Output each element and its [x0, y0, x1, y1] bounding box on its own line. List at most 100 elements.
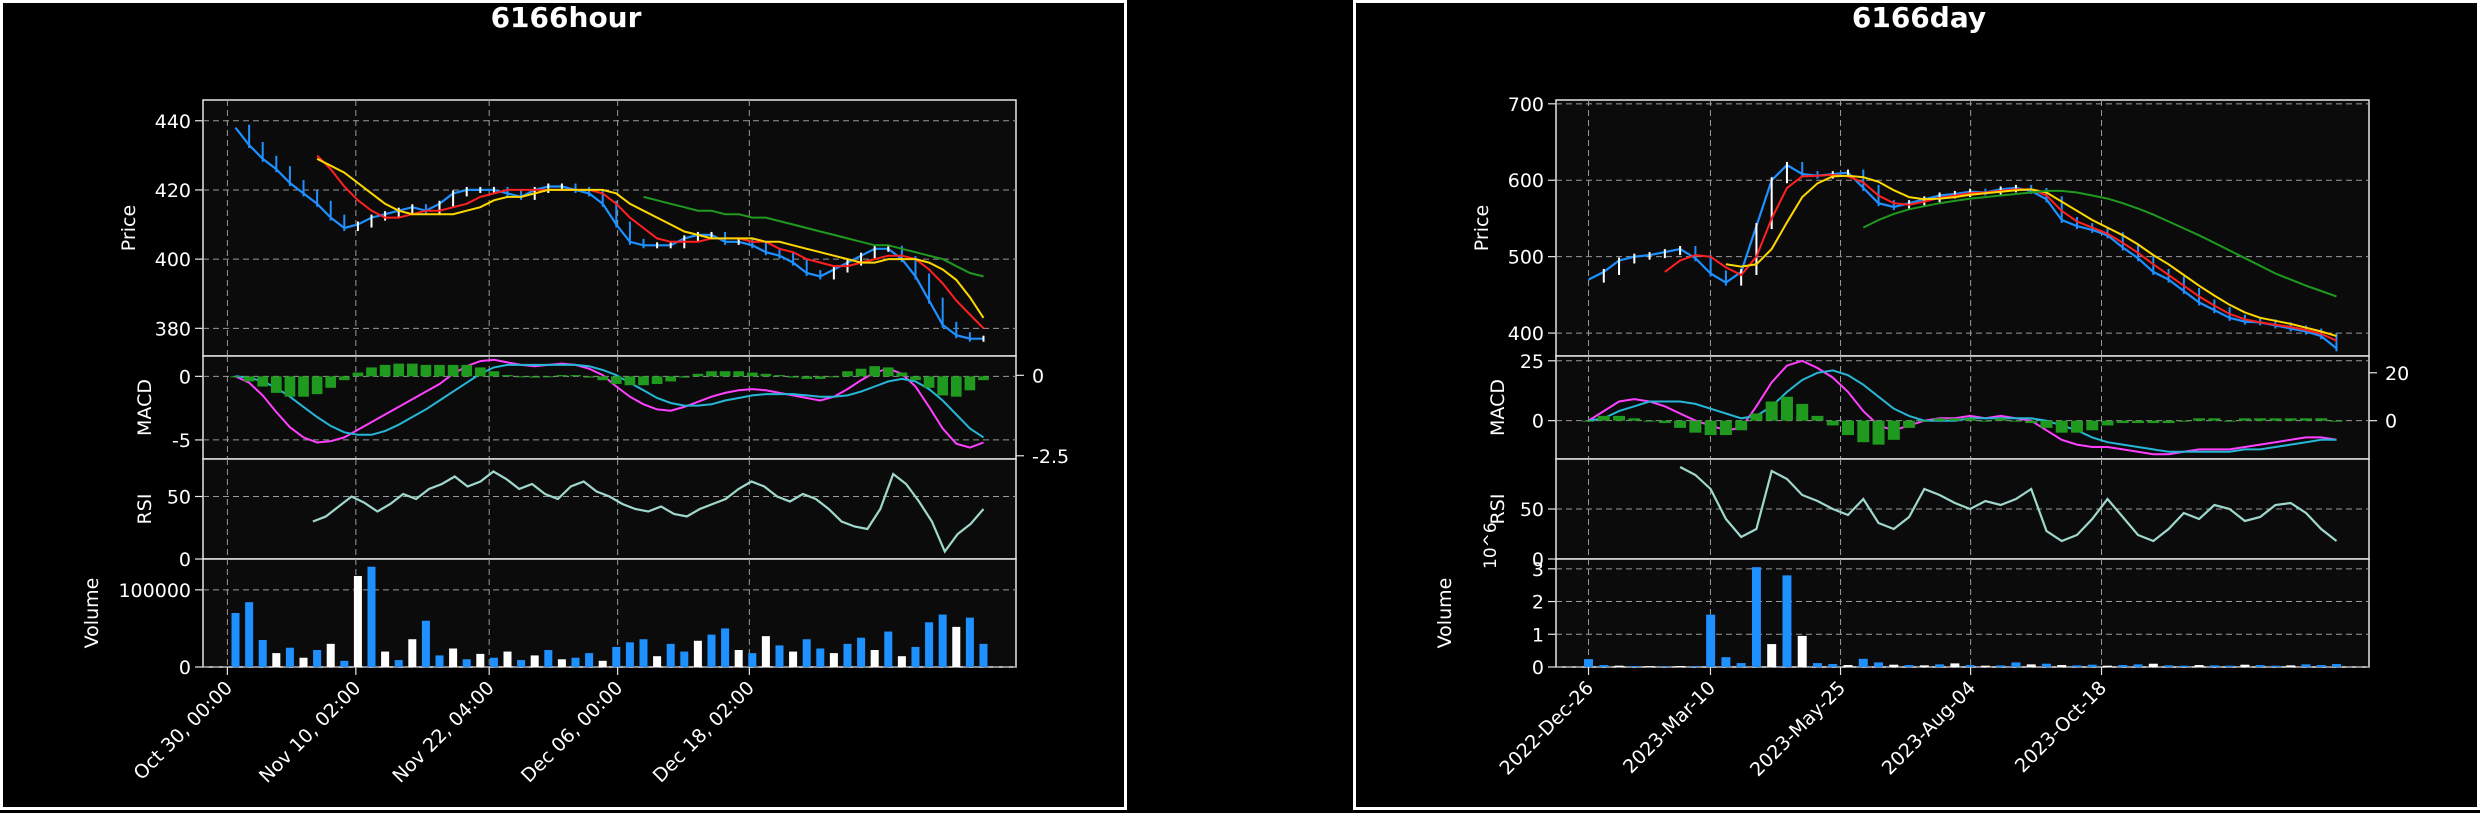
day-volume-bar [1629, 666, 1639, 667]
hour-rsi-ytick-label: 0 [179, 549, 191, 571]
hour-macd-hist-bar [447, 364, 459, 377]
day-price-close-line [1588, 163, 2338, 350]
day-macd-ylabel: MACD [1487, 379, 1509, 436]
hour-xtick-label: Dec 06, 00:00 [517, 677, 627, 787]
hour-volume-bar [272, 653, 281, 667]
hour-macd-hist-bar [230, 376, 241, 378]
day-volume-bar [1751, 567, 1761, 667]
hour-volume-frame [202, 558, 1017, 668]
day-macd-hist-bar [1796, 403, 1809, 421]
hour-macd-hist-bar [474, 367, 486, 377]
hour-rsi-rsi-line [312, 470, 985, 554]
day-macd-hist-bar [2177, 420, 2190, 422]
hour-macd-hist-bar [406, 363, 418, 377]
hour-macd-hist-bar [270, 376, 282, 393]
day-macd-hist-bar [2284, 418, 2297, 421]
day-volume-bar [1645, 666, 1655, 667]
day-volume-bar [1782, 575, 1792, 667]
hour-volume-bar [625, 642, 634, 667]
hour-volume-bar [952, 626, 961, 667]
day-volume-bar [1706, 614, 1716, 667]
day-macd-hist-bar [2025, 420, 2038, 424]
hour-macd-ytick-label: -5 [172, 430, 191, 452]
hour-macd-hist-bar [814, 376, 826, 379]
day-volume-bar [2225, 665, 2235, 667]
hour-macd-hist-bar [488, 371, 500, 377]
hour-macd-ytick-right-label: 0 [1032, 365, 1044, 387]
hour-xtick-label: Dec 18, 02:00 [649, 677, 759, 787]
hour-macd-hist-bar [325, 376, 337, 388]
hour-macd-hist-bar [583, 376, 595, 378]
hour-price-ytick-label: 420 [155, 180, 191, 202]
hour-volume-bar [530, 655, 539, 667]
day-price-ylabel: Price [1471, 205, 1493, 251]
day-macd-hist-bar [1643, 420, 1656, 422]
hour-macd-hist-bar [556, 375, 568, 377]
hour-macd-macd-line [235, 358, 984, 449]
day-macd-hist-bar [2315, 418, 2328, 421]
day-macd-hist-bar [1719, 420, 1732, 436]
hour-macd-hist-bar [434, 364, 445, 377]
day-volume-bar [1797, 635, 1807, 667]
hour-price-frame [202, 99, 1017, 357]
hour-volume-bar [258, 640, 267, 667]
day-volume-bar [1980, 665, 1990, 667]
day-rsi-rsi-line [1679, 466, 2338, 543]
hour-volume-bar [816, 648, 825, 667]
hour-price-ytick-label: 440 [155, 111, 191, 133]
day-price-ytick-label: 500 [1508, 247, 1544, 269]
hour-volume-bar [761, 636, 770, 667]
hour-volume-bar [353, 575, 362, 667]
hour-macd-hist-bar [502, 375, 513, 377]
day-macd-hist-bar [2223, 420, 2236, 422]
day-macd-hist-bar [1918, 420, 1931, 422]
hour-macd-hist-bar [910, 376, 921, 381]
hour-volume-bar [381, 651, 390, 667]
day-macd-hist-bar [1735, 420, 1748, 431]
hour-macd-hist-bar [937, 376, 949, 396]
day-macd-hist-bar [2299, 418, 2312, 421]
hour-macd-hist-bar [542, 376, 554, 378]
hour-macd-hist-bar [366, 367, 377, 377]
day-xtick-label: 2022-Dec-26 [1496, 677, 1599, 780]
hour-price-ytick-label: 380 [155, 318, 191, 340]
hour-price-ytick-label: 400 [155, 249, 191, 271]
day-price-ma_mid-line [1725, 174, 2337, 338]
day-volume-bar [1996, 665, 2006, 667]
hour-macd-hist-bar [379, 364, 391, 377]
hour-volume-bar [462, 659, 471, 667]
hour-price-close-line [234, 127, 984, 340]
hour-macd-hist-bar [665, 376, 677, 382]
hour-rsi-ylabel: RSI [134, 494, 156, 525]
hour-macd-hist-bar [461, 364, 473, 377]
hour-volume-bar [884, 631, 893, 667]
day-volume-offset-text: 10^6 [1481, 522, 1501, 569]
hour-volume-bar [721, 628, 730, 667]
hour-macd-hist-bar [338, 376, 350, 381]
hour-macd-hist-bar [243, 376, 255, 382]
day-macd-hist-bar [1857, 420, 1870, 443]
hour-volume-bar [857, 637, 866, 667]
hour-macd-hist-bar [515, 376, 527, 378]
hour-macd-hist-bar [869, 366, 881, 377]
day-volume-bar [1828, 664, 1838, 667]
hour-chart-title: 6166hour [491, 3, 642, 34]
hour-xtick-label: Nov 10, 02:00 [255, 677, 365, 787]
day-volume-bar [2331, 664, 2341, 667]
day-volume-bar [1675, 666, 1685, 667]
day-macd-hist-bar [2086, 420, 2099, 431]
day-macd-hist-bar [2330, 420, 2343, 422]
day-macd-hist-bar [2193, 418, 2206, 421]
day-xtick-label: 2023-Oct-18 [2011, 677, 2111, 777]
day-volume-bar [2133, 664, 2143, 667]
day-price-pane: 400 500 600 700 Price [1471, 94, 2370, 357]
day-rsi-ytick-label: 50 [1520, 499, 1544, 521]
day-volume-bar [2148, 663, 2158, 667]
day-macd-hist-bar [1811, 415, 1824, 421]
day-volume-bar [1919, 665, 1929, 667]
day-macd-hist-bar [2116, 420, 2129, 424]
hour-price-ma_slow-line [643, 195, 984, 278]
hour-volume-bar [517, 660, 526, 667]
hour-macd-hist-bar [896, 372, 908, 377]
day-macd-pane: 0 25 0 20 MACD [1487, 351, 2409, 460]
